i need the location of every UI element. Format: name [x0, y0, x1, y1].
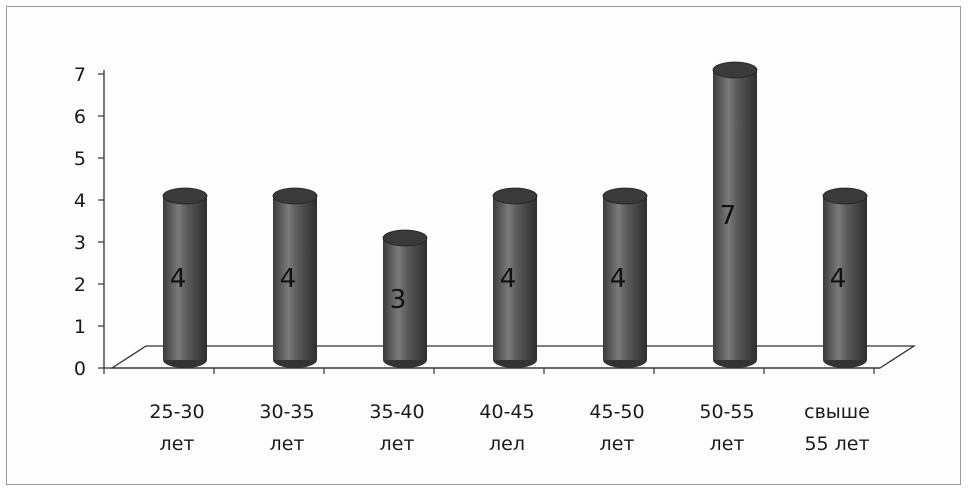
x-tick-label: 30-35	[259, 401, 314, 423]
y-tick-label: 0	[74, 358, 86, 380]
data-label: 4	[830, 264, 847, 294]
data-label: 7	[720, 201, 737, 231]
data-label: 4	[170, 264, 187, 294]
data-label: 4	[610, 264, 627, 294]
bar	[272, 187, 318, 368]
x-tick-label: 35-40	[369, 401, 424, 423]
x-tick-label: лет	[270, 433, 305, 455]
y-tick-label: 7	[74, 64, 86, 86]
y-tick-label: 3	[74, 232, 86, 254]
x-tick-label: свыше	[804, 401, 870, 423]
category-axis: 25-30 лет 30-35 лет 35-40 лет 40-45 лел 45-50 лет…	[149, 401, 869, 455]
y-tick-label: 2	[74, 274, 86, 296]
data-label: 4	[500, 264, 517, 294]
bar	[162, 187, 208, 368]
bar	[492, 187, 538, 368]
x-tick-label: 45-50	[589, 401, 644, 423]
y-tick-label: 1	[74, 316, 86, 338]
x-tick-label: лет	[710, 433, 745, 455]
x-tick-label: 55 лет	[804, 433, 869, 455]
x-tick-label: лет	[600, 433, 635, 455]
x-tick-label: лел	[489, 433, 525, 455]
x-tick-label: 40-45	[479, 401, 534, 423]
x-tick-label: 25-30	[149, 401, 204, 423]
bar	[382, 229, 428, 368]
y-tick-label: 5	[74, 148, 86, 170]
x-tick-label: 50-55	[699, 401, 754, 423]
bar	[712, 61, 758, 368]
y-tick-label: 4	[74, 190, 86, 212]
value-axis: 0 1 2 3 4 5 6 7	[74, 64, 880, 380]
x-tick-label: лет	[380, 433, 415, 455]
y-tick-label: 6	[74, 106, 86, 128]
bars: 4 4 3 4 4 7 4	[162, 61, 868, 368]
bar	[602, 187, 648, 368]
x-tick-label: лет	[160, 433, 195, 455]
bar	[822, 187, 868, 368]
data-label: 3	[390, 285, 407, 315]
data-label: 4	[280, 264, 297, 294]
